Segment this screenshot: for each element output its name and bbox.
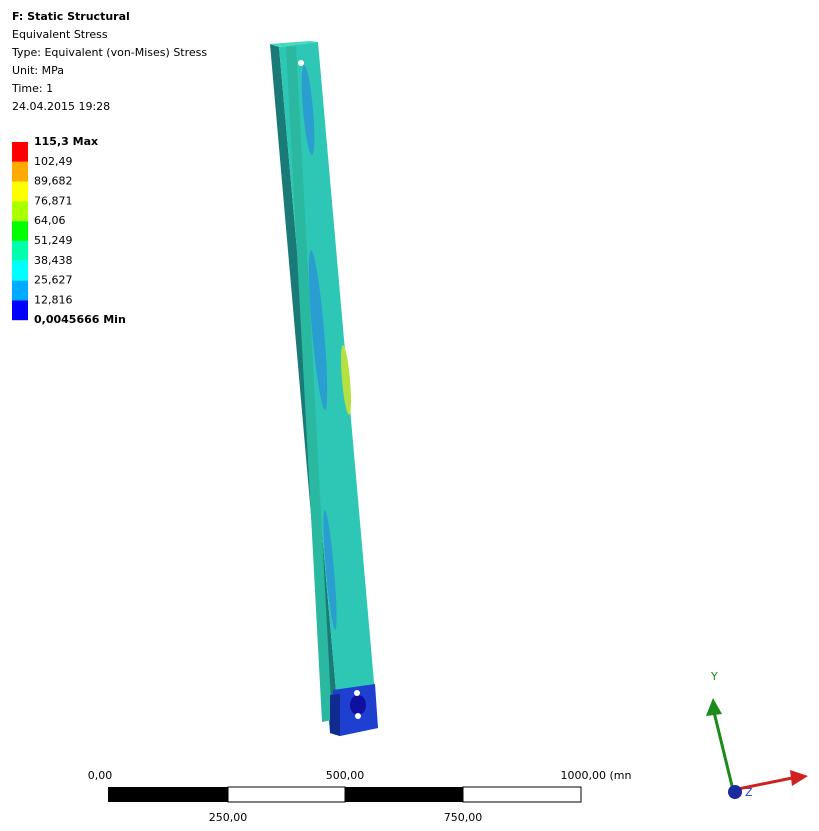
beam (270, 41, 378, 736)
legend-label: 64,06 (34, 214, 66, 227)
legend-label: 51,249 (34, 234, 73, 247)
legend-swatch (12, 142, 28, 162)
viewport: F: Static Structural Y Z Equivalent Stre… (0, 0, 819, 831)
legend-label: 0,0045666 Min (34, 313, 126, 326)
legend-label: 102,49 (34, 155, 73, 168)
header-line: Equivalent Stress (12, 28, 108, 41)
legend-swatch (12, 182, 28, 202)
legend-label: 38,438 (34, 254, 73, 267)
header-line: Type: Equivalent (von-Mises) Stress (11, 46, 207, 59)
scale-label: 250,00 (209, 811, 248, 824)
legend-swatch (12, 281, 28, 301)
legend-label: 25,627 (34, 274, 73, 287)
legend-swatch (12, 241, 28, 261)
scale-label: 1000,00 (mn (561, 769, 632, 782)
legend-swatch (12, 201, 28, 221)
header-line: 24.04.2015 19:28 (12, 100, 110, 113)
legend-label: 115,3 Max (34, 135, 98, 148)
legend-swatch (12, 261, 28, 281)
legend-swatch (12, 221, 28, 241)
legend-label: 12,816 (34, 293, 73, 306)
header-line: Unit: MPa (12, 64, 64, 77)
scale-label: 500,00 (326, 769, 365, 782)
legend-swatch (12, 162, 28, 182)
header-title: F: Static Structural (12, 10, 130, 23)
scale-bar (108, 787, 581, 802)
scale-label: 0,00 (88, 769, 113, 782)
triad (706, 698, 808, 799)
scale-label: 750,00 (444, 811, 483, 824)
header-line: Time: 1 (11, 82, 53, 95)
triad-y-label: Y (710, 670, 718, 683)
legend-swatch (12, 300, 28, 320)
triad-z-label: Z (745, 786, 753, 799)
legend-label: 76,871 (34, 194, 73, 207)
legend-label: 89,682 (34, 175, 73, 188)
